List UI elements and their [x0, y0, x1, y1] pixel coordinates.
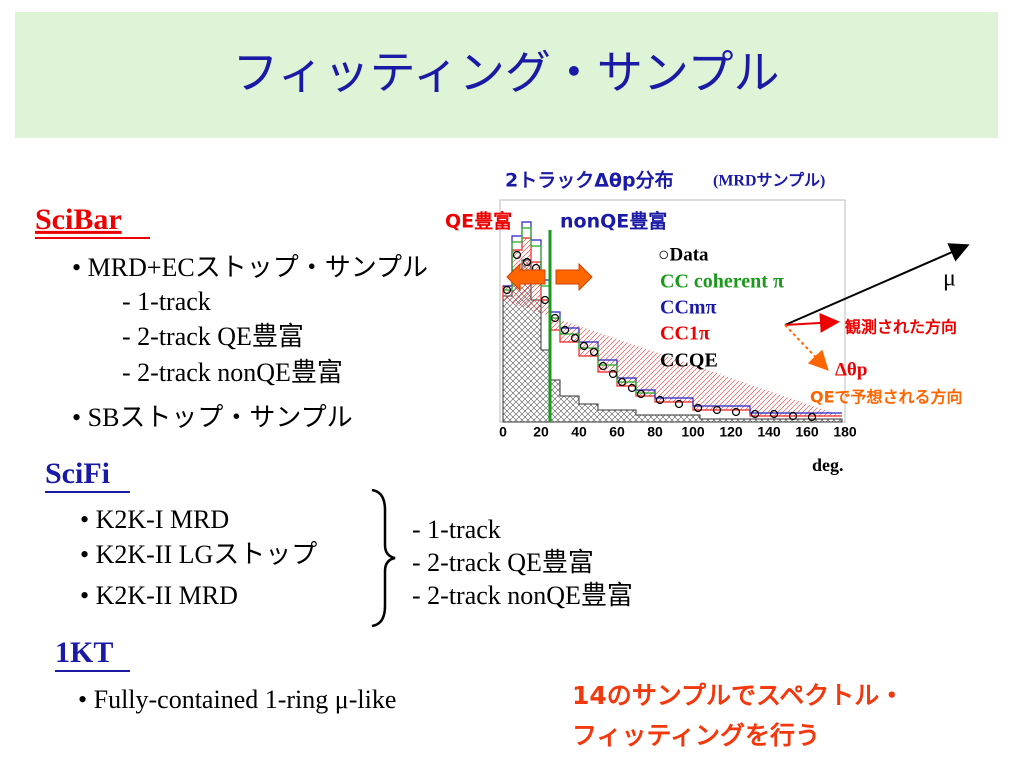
- bullet: • MRD+ECストップ・サンプル: [72, 253, 428, 282]
- slide-title: フィッティング・サンプル: [233, 46, 780, 100]
- legend-entry: ○Data: [658, 244, 709, 265]
- expected-vector: [784, 324, 829, 371]
- x-tick-labels: 0 20 40 60 80 100 120 140 160 180: [499, 424, 857, 440]
- muon-vector: [784, 243, 970, 326]
- sample-item: - 1-track: [412, 515, 501, 544]
- bullet: • K2K-II LGストップ: [80, 540, 317, 569]
- x-tick-label: 80: [647, 424, 663, 440]
- sub-item: - 1-track: [122, 287, 211, 316]
- x-tick-label: 180: [833, 424, 857, 440]
- x-unit: deg.: [812, 455, 844, 475]
- region-label: QE豊富: [445, 210, 512, 233]
- sample-item: - 2-track nonQE豊富: [412, 581, 633, 610]
- x-tick-label: 100: [681, 424, 705, 440]
- x-tick-label: 160: [795, 424, 819, 440]
- histogram-title: 2トラックΔθp分布: [505, 169, 674, 192]
- bullet: • K2K-I MRD: [80, 505, 229, 534]
- expected-label: QEで予想される方向: [810, 388, 963, 407]
- bullet: • K2K-II MRD: [80, 581, 238, 610]
- section-heading: 1KT: [55, 636, 113, 669]
- right-arrow: [555, 262, 593, 292]
- legend-entry: CCmπ: [660, 297, 717, 319]
- legend-entry: CC coherent π: [660, 271, 784, 293]
- sub-item: - 2-track nonQE豊富: [122, 358, 343, 387]
- legend-entry: CCQE: [660, 350, 718, 372]
- brace: [371, 488, 396, 628]
- x-tick-label: 20: [533, 424, 549, 440]
- observed-vector: [784, 312, 840, 333]
- section-heading: SciBar: [35, 203, 122, 236]
- sub-item: - 2-track QE豊富: [122, 322, 304, 351]
- delta-label: Δθp: [835, 359, 867, 380]
- x-tick-label: 60: [609, 424, 625, 440]
- note-line: フィッティングを行う: [572, 721, 820, 750]
- muon-label: μ: [943, 266, 956, 292]
- x-tick-label: 0: [499, 424, 507, 440]
- sample-item: - 2-track QE豊富: [412, 548, 594, 577]
- observed-label: 観測された方向: [845, 318, 957, 337]
- legend-entry: CC1π: [660, 323, 710, 345]
- bullet: • Fully-contained 1-ring μ-like: [78, 685, 396, 714]
- bullet: • SBストップ・サンプル: [72, 403, 353, 432]
- title-band: [15, 12, 998, 138]
- data-points: [502, 250, 817, 422]
- region-label: nonQE豊富: [560, 210, 667, 233]
- section-heading: SciFi: [45, 457, 110, 490]
- histogram-subtitle: (MRDサンプル): [713, 171, 825, 190]
- x-tick-label: 140: [757, 424, 781, 440]
- note-line: 14のサンプルでスペクトル・: [572, 681, 904, 710]
- x-tick-label: 40: [571, 424, 587, 440]
- left-arrow: [506, 262, 546, 292]
- x-tick-label: 120: [719, 424, 743, 440]
